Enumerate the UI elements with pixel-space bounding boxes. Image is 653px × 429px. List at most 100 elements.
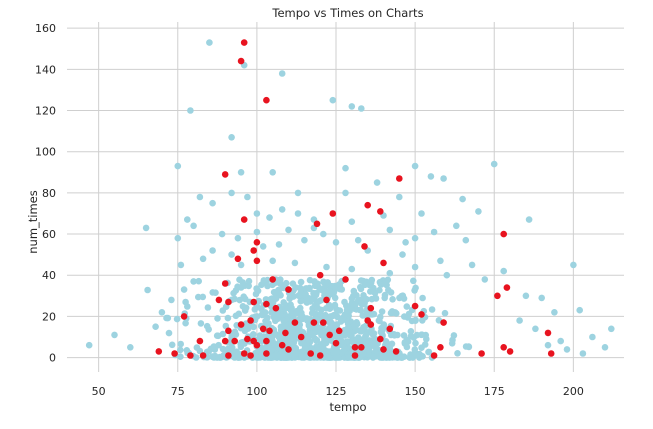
x-tick-label: 200 xyxy=(563,385,584,398)
red-point xyxy=(250,247,257,254)
red-point xyxy=(547,350,555,357)
red-point xyxy=(307,350,315,357)
x-tick-label: 75 xyxy=(171,385,185,398)
blue-point xyxy=(348,103,356,110)
blue-point xyxy=(282,305,289,312)
blue-point xyxy=(481,276,489,283)
blue-point xyxy=(454,350,461,357)
y-tick-label: 120 xyxy=(35,105,56,118)
blue-point xyxy=(250,323,257,331)
red-point xyxy=(237,57,245,65)
blue-point xyxy=(182,298,189,306)
blue-point xyxy=(278,206,286,213)
red-point xyxy=(171,350,178,357)
y-tick-label: 160 xyxy=(35,22,56,35)
blue-point xyxy=(516,317,523,324)
blue-point xyxy=(372,343,379,351)
red-point xyxy=(377,335,384,343)
red-point xyxy=(247,352,254,359)
blue-point xyxy=(219,345,227,353)
red-point xyxy=(269,276,277,283)
series-red-points xyxy=(155,39,555,359)
blue-point xyxy=(239,279,246,286)
blue-point xyxy=(174,162,182,170)
blue-point xyxy=(448,340,456,347)
blue-point xyxy=(345,354,352,361)
blue-point xyxy=(180,286,188,293)
blue-point xyxy=(551,309,558,316)
blue-point xyxy=(205,348,213,355)
red-point xyxy=(440,319,447,326)
blue-point xyxy=(376,317,383,325)
red-point xyxy=(231,337,238,345)
red-point xyxy=(323,296,330,304)
blue-point xyxy=(412,339,419,347)
blue-point xyxy=(331,294,339,302)
blue-point xyxy=(296,304,304,312)
blue-point xyxy=(407,328,415,335)
red-point xyxy=(478,350,485,357)
blue-point xyxy=(204,304,212,311)
blue-point xyxy=(177,353,184,361)
red-point xyxy=(437,344,444,351)
blue-point xyxy=(190,278,197,285)
red-point xyxy=(386,325,394,333)
blue-point xyxy=(411,263,419,271)
blue-point xyxy=(264,282,271,290)
blue-point xyxy=(307,298,314,305)
blue-point xyxy=(214,315,221,322)
blue-point xyxy=(235,310,243,318)
blue-point xyxy=(273,343,281,350)
x-axis-label: tempo xyxy=(329,400,366,414)
blue-point xyxy=(268,309,275,316)
blue-point xyxy=(333,321,341,328)
blue-point xyxy=(253,228,261,236)
red-point xyxy=(500,344,508,351)
red-point xyxy=(263,337,270,345)
blue-point xyxy=(238,339,245,346)
red-point xyxy=(263,96,270,104)
blue-point xyxy=(242,295,249,303)
blue-point xyxy=(304,335,312,343)
blue-point xyxy=(348,295,356,302)
blue-point xyxy=(213,332,221,340)
blue-point xyxy=(280,322,287,330)
blue-point xyxy=(342,164,349,172)
red-point xyxy=(380,346,387,353)
blue-point xyxy=(459,195,466,203)
blue-point xyxy=(228,134,235,141)
red-point xyxy=(187,352,194,359)
blue-point xyxy=(306,284,313,292)
red-point xyxy=(253,341,261,349)
blue-point xyxy=(285,226,292,234)
red-point xyxy=(278,341,286,349)
red-point xyxy=(263,350,270,357)
blue-point xyxy=(532,325,539,333)
blue-point xyxy=(288,311,295,318)
blue-point xyxy=(218,230,226,238)
blue-point xyxy=(220,352,227,359)
red-point xyxy=(180,313,188,320)
blue-point xyxy=(173,315,181,323)
blue-point xyxy=(165,329,173,337)
red-point xyxy=(266,327,273,335)
blue-point xyxy=(352,326,360,334)
blue-point xyxy=(302,346,310,354)
blue-point xyxy=(419,294,426,302)
blue-point xyxy=(290,335,297,342)
red-point xyxy=(377,208,384,215)
blue-point xyxy=(320,339,327,347)
blue-point xyxy=(386,226,394,234)
blue-point xyxy=(437,257,444,265)
blue-point xyxy=(563,346,571,353)
blue-point xyxy=(399,251,406,258)
y-tick-label: 100 xyxy=(35,146,56,159)
red-point xyxy=(358,344,365,351)
red-point xyxy=(247,317,254,324)
blue-point xyxy=(275,241,283,248)
y-tick-label: 40 xyxy=(42,269,56,282)
blue-point xyxy=(410,277,417,285)
blue-point xyxy=(411,287,418,294)
